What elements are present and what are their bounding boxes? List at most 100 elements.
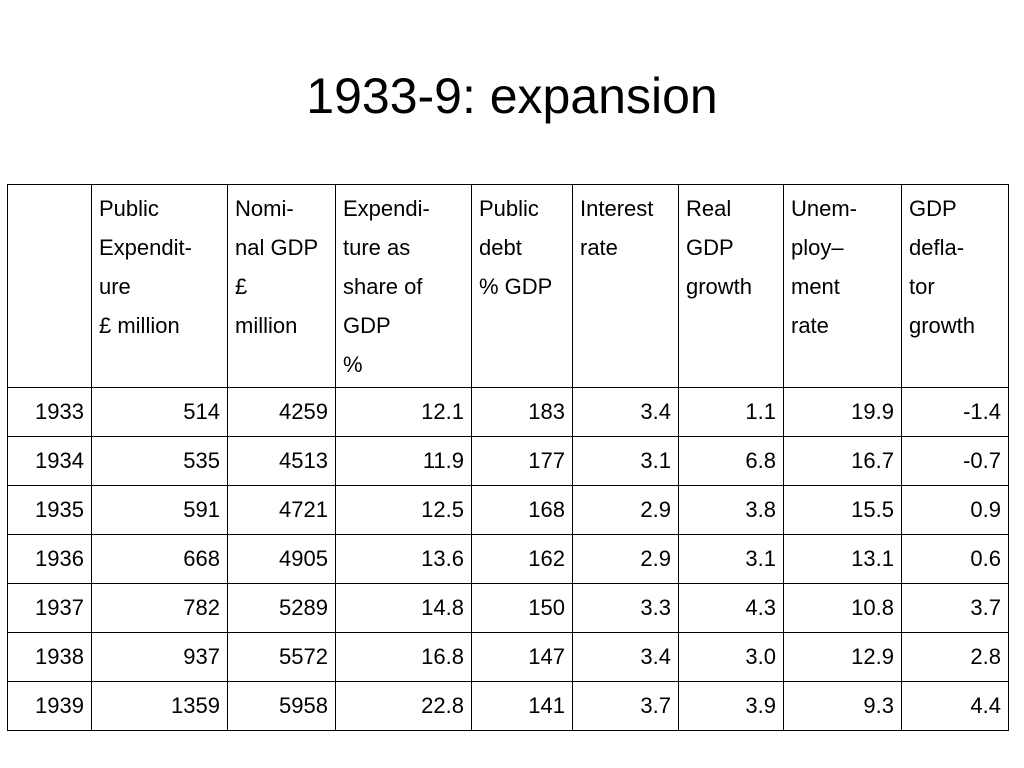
header-line: growth	[909, 313, 976, 338]
table-cell: 0.9	[901, 485, 1009, 535]
table-cell: 1938	[7, 632, 92, 682]
table-cell: 4.4	[901, 681, 1009, 731]
table-cell: 11.9	[335, 436, 472, 486]
table-cell: 15.5	[783, 485, 902, 535]
header-cell-gdp-deflator-growth: GDP defla- tor growth	[901, 184, 1009, 388]
table-cell: 183	[471, 387, 573, 437]
table-cell: 141	[471, 681, 573, 731]
table-cell: -1.4	[901, 387, 1009, 437]
header-line: Public	[479, 196, 539, 221]
table-row: 1934 535 4513 11.9 177 3.1 6.8 16.7 -0.7	[7, 436, 1009, 486]
header-line: nal GDP	[235, 235, 319, 260]
table-cell: 668	[91, 534, 228, 584]
table-cell: 4.3	[678, 583, 784, 633]
header-line: rate	[791, 313, 829, 338]
table-row: 1936 668 4905 13.6 162 2.9 3.1 13.1 0.6	[7, 534, 1009, 584]
table-cell: 4513	[227, 436, 336, 486]
header-line: ment	[791, 274, 840, 299]
table-cell: 3.4	[572, 632, 679, 682]
header-cell-nominal-gdp: Nomi- nal GDP £ million	[227, 184, 336, 388]
table-cell: 6.8	[678, 436, 784, 486]
header-line: % GDP	[479, 274, 553, 299]
table-cell: 12.9	[783, 632, 902, 682]
table-cell: 514	[91, 387, 228, 437]
header-line: defla-	[909, 235, 965, 260]
header-line: ture as	[343, 235, 411, 260]
table-cell: 2.9	[572, 534, 679, 584]
table-row: 1937 782 5289 14.8 150 3.3 4.3 10.8 3.7	[7, 583, 1009, 633]
table-cell: 9.3	[783, 681, 902, 731]
table-cell: 4259	[227, 387, 336, 437]
table-cell: 147	[471, 632, 573, 682]
table-cell: 3.7	[572, 681, 679, 731]
table-cell: 1935	[7, 485, 92, 535]
table-cell: 19.9	[783, 387, 902, 437]
table-cell: 177	[471, 436, 573, 486]
header-line: Real	[686, 196, 732, 221]
table-cell: 4721	[227, 485, 336, 535]
table-cell: 3.8	[678, 485, 784, 535]
header-line: rate	[580, 235, 618, 260]
table-cell: 1937	[7, 583, 92, 633]
table-cell: 16.8	[335, 632, 472, 682]
table-cell: 1.1	[678, 387, 784, 437]
table-cell: 3.9	[678, 681, 784, 731]
table-cell: 3.0	[678, 632, 784, 682]
header-line: GDP	[909, 196, 957, 221]
table-cell: 782	[91, 583, 228, 633]
header-cell-public-expenditure: Public Expendit- ure £ million	[91, 184, 228, 388]
table-cell: 1359	[91, 681, 228, 731]
header-cell-interest-rate: Interest rate	[572, 184, 679, 388]
header-line: million	[235, 313, 298, 338]
table-cell: 5289	[227, 583, 336, 633]
table-cell: 12.1	[335, 387, 472, 437]
header-cell-unemployment-rate: Unem- ploy– ment rate	[783, 184, 902, 388]
table-cell: 168	[471, 485, 573, 535]
table-cell: 16.7	[783, 436, 902, 486]
header-line: Expendit-	[99, 235, 192, 260]
table-cell: 4905	[227, 534, 336, 584]
table-cell: 1933	[7, 387, 92, 437]
table-cell: -0.7	[901, 436, 1009, 486]
table-cell: 937	[91, 632, 228, 682]
table-cell: 2.9	[572, 485, 679, 535]
header-cell-public-debt: Public debt % GDP	[471, 184, 573, 388]
table-row: 1935 591 4721 12.5 168 2.9 3.8 15.5 0.9	[7, 485, 1009, 535]
header-cell-expenditure-share: Expendi- ture as share of GDP %	[335, 184, 472, 388]
header-line: share of	[343, 274, 423, 299]
header-line: GDP	[343, 313, 391, 338]
table-cell: 22.8	[335, 681, 472, 731]
table-cell: 3.1	[572, 436, 679, 486]
table-cell: 591	[91, 485, 228, 535]
table-cell: 13.6	[335, 534, 472, 584]
header-row: Public Expendit- ure £ million Nomi- nal…	[7, 184, 1009, 388]
table-cell: 162	[471, 534, 573, 584]
header-line: Public	[99, 196, 159, 221]
table-row: 1933 514 4259 12.1 183 3.4 1.1 19.9 -1.4	[7, 387, 1009, 437]
header-line: ploy–	[791, 235, 844, 260]
table-cell: 2.8	[901, 632, 1009, 682]
table-cell: 1934	[7, 436, 92, 486]
header-line: tor	[909, 274, 935, 299]
table-cell: 1939	[7, 681, 92, 731]
header-line: ure	[99, 274, 131, 299]
table-row: 1938 937 5572 16.8 147 3.4 3.0 12.9 2.8	[7, 632, 1009, 682]
header-line: GDP	[686, 235, 734, 260]
table-cell: 12.5	[335, 485, 472, 535]
header-line: growth	[686, 274, 753, 299]
header-line: Interest	[580, 196, 654, 221]
header-line: £	[235, 274, 248, 299]
table-cell: 3.1	[678, 534, 784, 584]
table-cell: 1936	[7, 534, 92, 584]
header-line: debt	[479, 235, 522, 260]
header-line: %	[343, 352, 363, 377]
table-cell: 150	[471, 583, 573, 633]
table-cell: 3.7	[901, 583, 1009, 633]
table-cell: 10.8	[783, 583, 902, 633]
table-cell: 535	[91, 436, 228, 486]
table-row: 1939 1359 5958 22.8 141 3.7 3.9 9.3 4.4	[7, 681, 1009, 731]
table-cell: 14.8	[335, 583, 472, 633]
header-line: £ million	[99, 313, 180, 338]
header-line: Expendi-	[343, 196, 430, 221]
header-line: Unem-	[791, 196, 858, 221]
